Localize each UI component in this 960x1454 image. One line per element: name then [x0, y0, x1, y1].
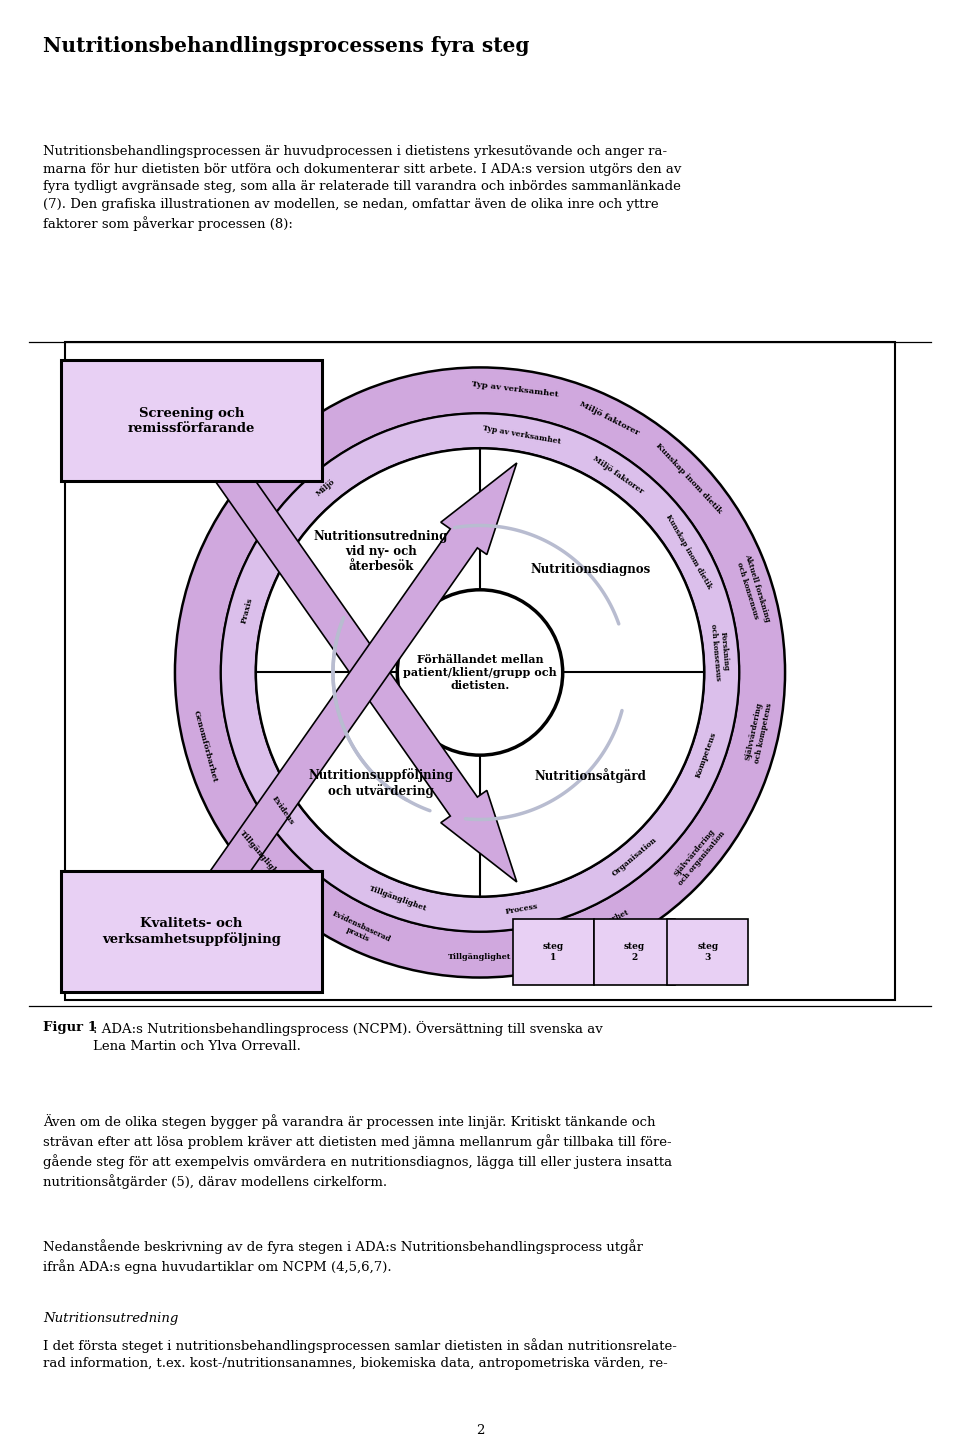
Text: Praxis: Praxis	[240, 596, 254, 624]
Text: Forskning
och konsensus: Forskning och konsensus	[708, 622, 731, 680]
Text: steg
2: steg 2	[624, 942, 645, 961]
Text: I det första steget i nutritionsbehandlingsprocessen samlar dietisten in sådan n: I det första steget i nutritionsbehandli…	[43, 1338, 677, 1370]
Text: Typ av verksamhet: Typ av verksamhet	[470, 381, 559, 398]
Polygon shape	[209, 454, 516, 883]
FancyBboxPatch shape	[667, 919, 748, 984]
Text: Process: Process	[505, 903, 539, 916]
Text: Screening och
remissförfarande: Screening och remissförfarande	[128, 407, 255, 435]
Wedge shape	[175, 368, 785, 977]
Text: Nutritionsdiagnos: Nutritionsdiagnos	[530, 563, 650, 576]
Text: Evidensbaserad
praxis: Evidensbaserad praxis	[327, 909, 392, 952]
Text: Självvärdering
och organisation: Självvärdering och organisation	[670, 824, 727, 887]
Text: Tillgänglighet: Tillgänglighet	[368, 884, 428, 913]
Text: Miljö: Miljö	[314, 478, 336, 499]
Text: Nutritionsutredning
vid ny- och
återbesök: Nutritionsutredning vid ny- och återbesö…	[314, 529, 448, 573]
Text: Typ av verksamhet: Typ av verksamhet	[482, 425, 562, 446]
Text: Kunskap inom dietik: Kunskap inom dietik	[654, 442, 723, 515]
Text: Nutritionsbehandlingsprocessen är huvudprocessen i dietistens yrkesutövande och : Nutritionsbehandlingsprocessen är huvudp…	[43, 145, 682, 231]
Text: Kompetens: Kompetens	[694, 731, 718, 779]
Text: Förhällandet mellan
patient/klient/grupp och
dietisten.: Förhällandet mellan patient/klient/grupp…	[403, 654, 557, 691]
Text: Evidens: Evidens	[270, 794, 296, 826]
Text: Miljö faktorer: Miljö faktorer	[578, 400, 640, 438]
Text: Genomförbarhet
av process: Genomförbarhet av process	[566, 909, 635, 952]
Wedge shape	[221, 413, 739, 932]
Text: Även om de olika stegen bygger på varandra är processen inte linjär. Kritiskt tä: Även om de olika stegen bygger på varand…	[43, 1114, 672, 1189]
FancyBboxPatch shape	[61, 871, 322, 992]
FancyBboxPatch shape	[61, 361, 322, 481]
Text: Nutritionsuppföljning
och utvärdering: Nutritionsuppföljning och utvärdering	[308, 768, 453, 798]
Text: 2: 2	[476, 1425, 484, 1437]
Circle shape	[397, 590, 563, 755]
Polygon shape	[209, 462, 516, 891]
Text: Nedanstående beskrivning av de fyra stegen i ADA:s Nutritionsbehandlingsprocess : Nedanstående beskrivning av de fyra steg…	[43, 1239, 643, 1274]
Text: Genomförbarhet: Genomförbarhet	[191, 710, 218, 784]
FancyBboxPatch shape	[594, 919, 675, 984]
FancyBboxPatch shape	[513, 919, 594, 984]
Text: Miljö faktorer: Miljö faktorer	[591, 455, 645, 496]
Text: Kunskap inom dietik: Kunskap inom dietik	[663, 513, 713, 590]
Text: Tillgänglighet: Tillgänglighet	[448, 954, 512, 961]
Circle shape	[255, 448, 705, 897]
Text: : ADA:s Nutritionsbehandlingsprocess (NCPM). Översättning till svenska av
Lena M: : ADA:s Nutritionsbehandlingsprocess (NC…	[93, 1021, 603, 1053]
Text: Nutritionsåtgärd: Nutritionsåtgärd	[535, 768, 646, 782]
Text: steg
3: steg 3	[697, 942, 718, 961]
Text: Tillgänglighet: Tillgänglighet	[238, 829, 285, 883]
Text: Kvalitets- och
verksamhetsuppföljning: Kvalitets- och verksamhetsuppföljning	[102, 917, 281, 947]
Text: Aktuell forskning
och konsensus: Aktuell forskning och konsensus	[733, 553, 771, 625]
Text: Nutritionsutredning: Nutritionsutredning	[43, 1312, 179, 1325]
Text: Självvärdering
och kompetens: Självvärdering och kompetens	[744, 699, 774, 763]
Text: Organisation: Organisation	[611, 836, 659, 878]
Text: steg
1: steg 1	[543, 942, 564, 961]
Text: Nutritionsbehandlingsprocessens fyra steg: Nutritionsbehandlingsprocessens fyra ste…	[43, 36, 530, 57]
Text: Figur 1: Figur 1	[43, 1021, 97, 1034]
